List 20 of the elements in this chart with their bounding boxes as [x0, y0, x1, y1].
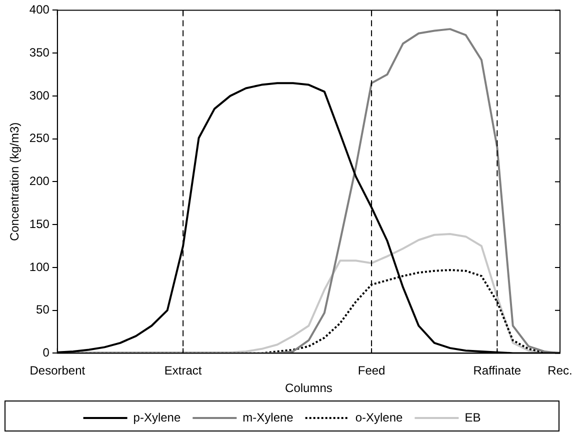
y-tick-label: 50 — [36, 302, 50, 317]
x-tick-label: Feed — [358, 364, 386, 378]
x-axis-title: Columns — [285, 381, 332, 396]
legend-label: m-Xylene — [242, 410, 294, 424]
legend-label: EB — [464, 410, 481, 424]
x-tick-label: Desorbent — [30, 364, 86, 378]
y-tick-label: 250 — [29, 131, 50, 146]
legend-label: p-Xylene — [133, 410, 181, 424]
y-tick-label: 0 — [42, 346, 50, 360]
legend-label: o-Xylene — [355, 410, 404, 424]
x-tick-label: Raffinate — [473, 364, 522, 378]
y-tick-label: 200 — [29, 174, 50, 188]
y-tick-label: 100 — [29, 260, 50, 274]
y-tick-label: 400 — [29, 2, 50, 17]
x-tick-label: Rec. — [548, 364, 572, 378]
y-axis-title: Concentration (kg/m3) — [8, 122, 22, 242]
y-tick-label: 350 — [29, 45, 50, 60]
x-tick-label: Extract — [164, 364, 202, 378]
y-tick-label: 150 — [29, 216, 50, 231]
y-tick-label: 300 — [29, 88, 50, 102]
